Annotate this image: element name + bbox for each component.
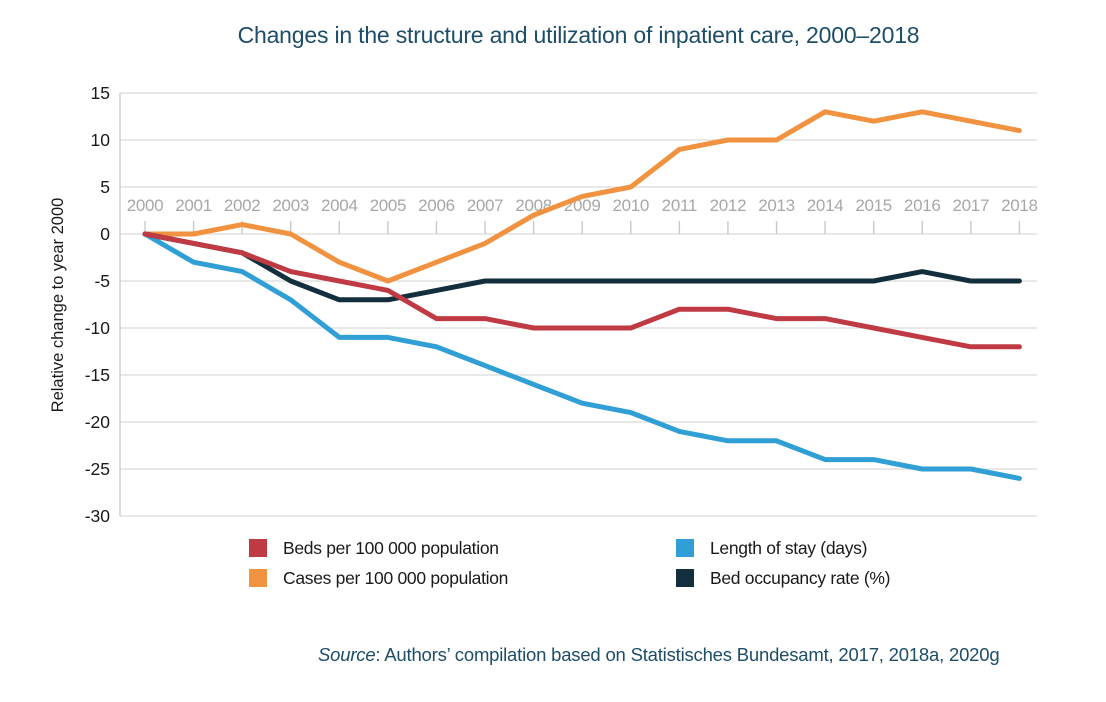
series-line-cases [142,109,1022,284]
y-tick-label--20: -20 [85,412,111,432]
legend-label-bed-occupancy: Bed occupancy rate (%) [710,567,891,588]
legend-label-length-of-stay: Length of stay (days) [710,537,868,558]
legend-swatch-beds [249,539,267,557]
y-tick-label--25: -25 [85,459,110,479]
y-tick-label-10: 10 [91,130,111,150]
x-tick-label-2005: 2005 [370,196,407,215]
x-tick-label-2006: 2006 [418,196,455,215]
x-tick-label-2007: 2007 [467,196,504,215]
legend-swatch-length-of-stay [676,539,694,557]
y-tick-label--5: -5 [94,271,110,291]
x-tick-label-2002: 2002 [224,196,261,215]
x-tick-label-2001: 2001 [175,196,212,215]
legend-item-cases: Cases per 100 000 population [249,568,508,588]
legend-label-beds: Beds per 100 000 population [283,537,499,558]
x-tick-label-2000: 2000 [127,196,164,215]
series-line-occupancy [142,231,1022,303]
y-tick-label-15: 15 [91,83,110,103]
x-tick-label-2011: 2011 [662,196,697,215]
x-tick-label-2010: 2010 [612,196,649,215]
y-axis-title: Relative change to year 2000 [49,198,67,413]
x-tick-label-2015: 2015 [855,196,892,215]
x-tick-label-2017: 2017 [953,196,990,215]
legend-item-length-of-stay: Length of stay (days) [676,538,867,558]
x-tick-label-2003: 2003 [272,196,309,215]
x-tick-label-2013: 2013 [758,196,795,215]
x-tick-label-2016: 2016 [904,196,941,215]
legend-item-bed-occupancy: Bed occupancy rate (%) [676,568,890,588]
series-line-los [142,231,1022,481]
chart-title: Changes in the structure and utilization… [237,22,920,48]
y-tick-label--15: -15 [85,365,110,385]
legend-item-beds: Beds per 100 000 population [249,538,499,558]
legend-swatch-cases [249,569,267,587]
source-note: Source: Authors’ compilation based on St… [318,644,1000,666]
legend-swatch-bed-occupancy [676,569,694,587]
x-tick-label-2018: 2018 [1001,196,1038,215]
y-tick-label--30: -30 [85,506,111,526]
y-tick-label-5: 5 [100,177,110,197]
y-tick-label-0: 0 [100,224,110,244]
x-tick-label-2012: 2012 [710,196,747,215]
x-tick-label-2004: 2004 [321,196,358,215]
x-tick-label-2014: 2014 [807,196,844,215]
legend-label-cases: Cases per 100 000 population [283,567,509,588]
source-text: : Authors’ compilation based on Statisti… [375,644,1000,665]
y-tick-label--10: -10 [85,318,111,338]
series-line-beds [142,231,1022,350]
source-prefix: Source [318,644,376,665]
